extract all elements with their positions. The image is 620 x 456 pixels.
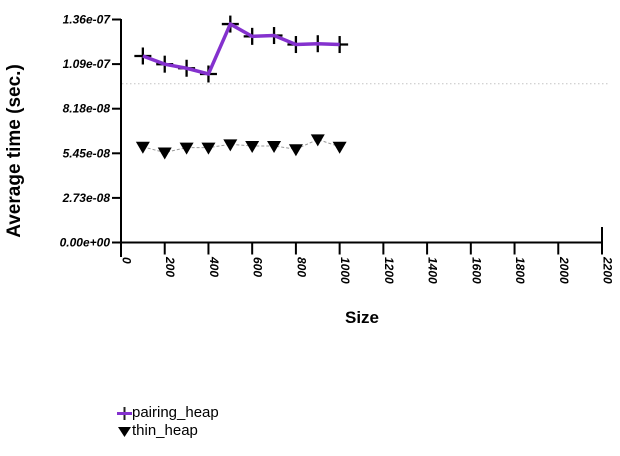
- x-tick-label: 600: [251, 257, 265, 277]
- triangle-down-marker: [288, 144, 303, 157]
- y-tick-label: 0.00e+00: [60, 236, 111, 250]
- legend-item-thin-heap: thin_heap: [117, 422, 219, 440]
- triangle-down-marker: [332, 141, 347, 154]
- y-tick-label: 1.36e-07: [63, 13, 112, 27]
- triangle-down-marker: [201, 142, 216, 155]
- x-tick-label: 1000: [338, 257, 352, 284]
- x-tick-label: 0: [120, 257, 134, 264]
- x-tick-label: 800: [294, 257, 308, 277]
- y-tick-label: 2.73e-08: [62, 191, 111, 205]
- x-tick-label: 1800: [513, 257, 527, 284]
- x-tick-label: 1200: [382, 257, 396, 284]
- y-tick-label: 1.09e-07: [63, 57, 112, 71]
- y-tick-label: 8.18e-08: [63, 102, 111, 116]
- x-tick-label: 200: [163, 256, 177, 277]
- y-axis-title: Average time (sec.): [4, 64, 25, 238]
- triangle-down-marker: [135, 141, 150, 154]
- triangle-down-marker-icon: [117, 424, 132, 439]
- x-tick-label: 2200: [601, 256, 615, 284]
- plus-marker-icon: [117, 406, 132, 421]
- legend-label-thin-heap: thin_heap: [132, 422, 198, 439]
- x-tick-label: 1400: [426, 257, 440, 284]
- triangle-down-marker: [179, 142, 194, 155]
- x-tick-label: 1600: [469, 257, 483, 284]
- triangle-down-marker: [267, 140, 282, 153]
- series-line-pairing_heap: [142, 21, 340, 77]
- series-line-thin_heap: [142, 138, 340, 154]
- triangle-down-marker: [245, 140, 260, 153]
- y-tick-label: 5.45e-08: [63, 146, 111, 160]
- x-axis-title: Size: [344, 308, 380, 327]
- triangle-down-marker: [157, 147, 172, 160]
- triangle-down-marker: [223, 139, 238, 152]
- triangle-down-marker: [310, 134, 325, 147]
- legend-item-pairing-heap: pairing_heap: [117, 404, 219, 422]
- x-tick-label: 400: [207, 256, 221, 277]
- legend: pairing_heap thin_heap: [117, 404, 219, 440]
- legend-label-pairing-heap: pairing_heap: [132, 404, 219, 421]
- x-tick-label: 2000: [557, 256, 571, 284]
